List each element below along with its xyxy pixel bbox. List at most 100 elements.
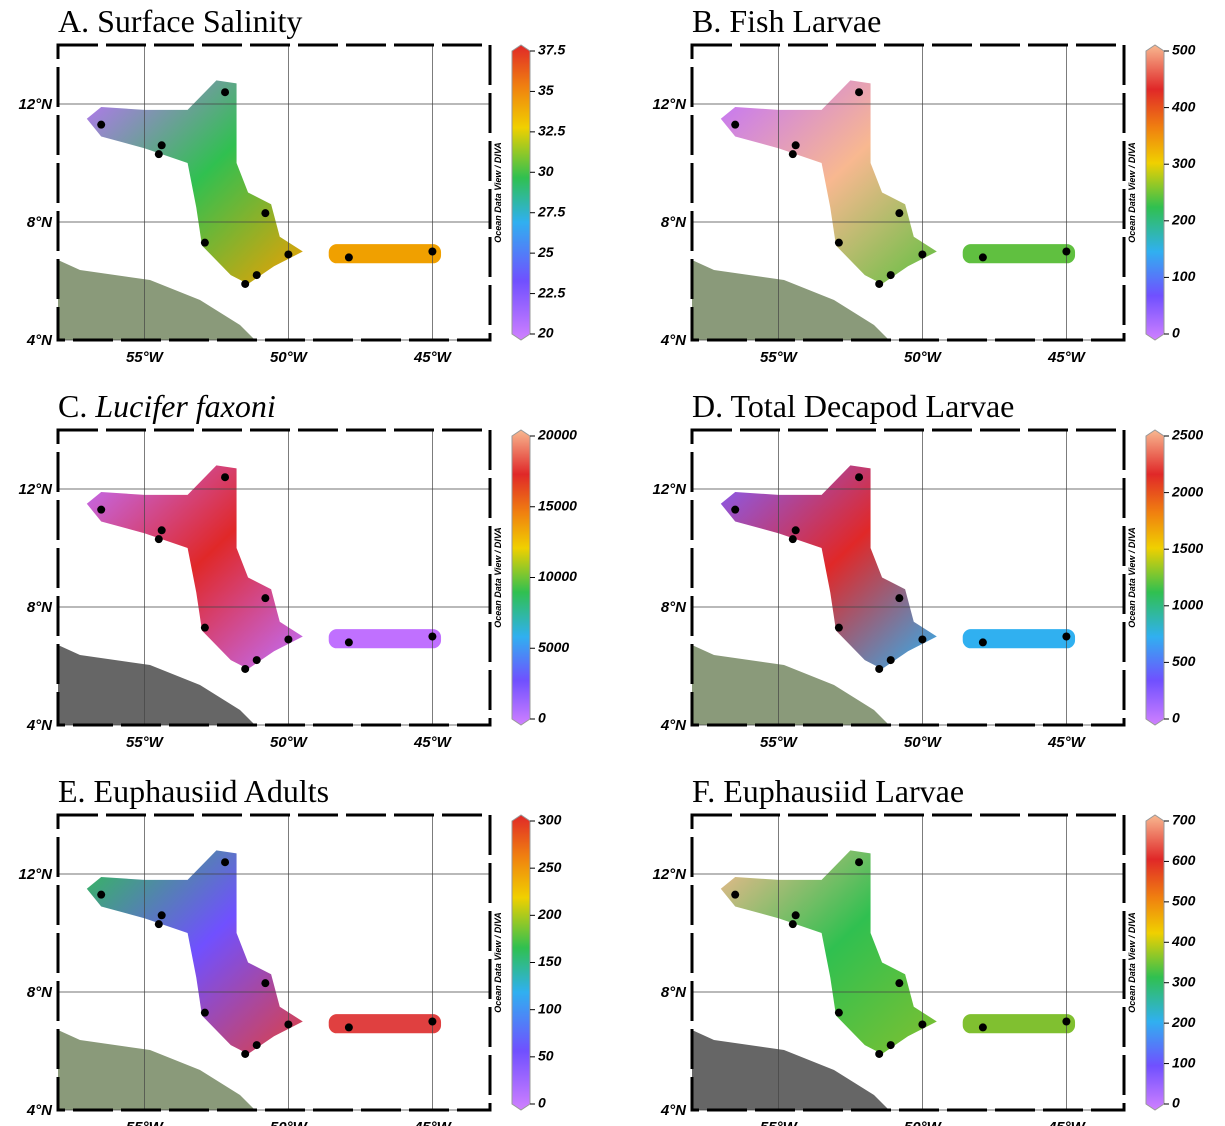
y-tick-label: 8°N	[661, 599, 687, 616]
station	[979, 638, 987, 646]
station	[221, 473, 229, 481]
y-tick-label: 12°N	[18, 866, 53, 883]
station	[253, 656, 261, 664]
y-tick-label: 8°N	[661, 984, 687, 1001]
y-tick-label: 4°N	[26, 1102, 53, 1119]
station	[895, 979, 903, 987]
field-east	[329, 629, 441, 648]
colorbar-label: 150	[538, 953, 562, 969]
field	[721, 80, 937, 284]
station	[1062, 1018, 1070, 1026]
title-prefix: C.	[58, 388, 95, 424]
land	[58, 645, 255, 725]
station	[428, 1018, 436, 1026]
station	[221, 88, 229, 96]
station	[261, 209, 269, 217]
station	[97, 121, 105, 129]
colorbar-label: 1000	[1172, 597, 1203, 613]
y-tick-label: 8°N	[27, 984, 53, 1001]
field-east	[329, 244, 441, 263]
colorbar-label: 400	[1171, 98, 1196, 114]
colorbar-label: 200	[1171, 212, 1196, 228]
station	[855, 858, 863, 866]
station	[887, 271, 895, 279]
station	[789, 535, 797, 543]
x-tick-label: 45°W	[1047, 349, 1087, 366]
colorbar	[1146, 430, 1164, 725]
station	[241, 665, 249, 673]
watermark: Ocean Data View / DIVA	[1127, 912, 1137, 1013]
watermark: Ocean Data View / DIVA	[493, 142, 503, 243]
station	[155, 920, 163, 928]
x-tick-label: 45°W	[413, 1119, 453, 1126]
x-tick-label: 55°W	[760, 1119, 799, 1126]
station	[284, 635, 292, 643]
colorbar-label: 0	[1172, 1095, 1180, 1111]
map-panel: D. Total Decapod Larvae55°W50°W45°W4°N8°…	[652, 388, 1203, 751]
station	[253, 271, 261, 279]
colorbar-label: 400	[1171, 933, 1196, 949]
watermark: Ocean Data View / DIVA	[1127, 142, 1137, 243]
station	[345, 1023, 353, 1031]
station	[284, 250, 292, 258]
station	[835, 1009, 843, 1017]
station	[97, 891, 105, 899]
field	[721, 850, 937, 1054]
station	[241, 280, 249, 288]
y-tick-label: 4°N	[26, 332, 53, 349]
station	[241, 1050, 249, 1058]
panel-title: C. Lucifer faxoni	[58, 388, 276, 424]
colorbar-label: 5000	[538, 639, 569, 655]
x-tick-label: 55°W	[760, 349, 799, 366]
panel-title: A. Surface Salinity	[58, 3, 302, 39]
station	[887, 656, 895, 664]
colorbar-label: 2500	[1171, 427, 1203, 443]
watermark: Ocean Data View / DIVA	[493, 527, 503, 628]
x-tick-label: 45°W	[1047, 1119, 1087, 1126]
x-tick-label: 50°W	[270, 734, 309, 751]
panel-title: F. Euphausiid Larvae	[692, 773, 964, 809]
station	[792, 911, 800, 919]
colorbar	[1146, 45, 1164, 340]
colorbar-label: 0	[1172, 710, 1180, 726]
land	[692, 645, 889, 725]
y-tick-label: 4°N	[660, 332, 687, 349]
y-tick-label: 12°N	[652, 96, 687, 113]
panel-title: E. Euphausiid Adults	[58, 773, 329, 809]
colorbar-label: 35	[538, 82, 554, 98]
x-tick-label: 50°W	[904, 349, 943, 366]
land	[692, 1030, 889, 1110]
colorbar-label: 100	[1172, 268, 1196, 284]
colorbar-label: 100	[1172, 1054, 1196, 1070]
y-tick-label: 4°N	[660, 1102, 687, 1119]
y-tick-label: 12°N	[652, 866, 687, 883]
station	[221, 858, 229, 866]
colorbar-label: 500	[1172, 653, 1196, 669]
station	[731, 891, 739, 899]
station	[792, 526, 800, 534]
land	[58, 260, 255, 340]
figure: A. Surface Salinity 55°W 50°W 45°W 4°N 8°N 12°…	[0, 0, 1225, 1126]
station	[284, 1020, 292, 1028]
station	[201, 239, 209, 247]
station	[1062, 248, 1070, 256]
station	[918, 635, 926, 643]
station	[855, 473, 863, 481]
panel-title: D. Total Decapod Larvae	[692, 388, 1014, 424]
colorbar-label: 37.5	[538, 42, 565, 58]
station	[895, 594, 903, 602]
station	[253, 1041, 261, 1049]
field-east	[329, 1014, 441, 1033]
field-east	[963, 629, 1075, 648]
station	[1062, 633, 1070, 641]
field	[87, 465, 303, 669]
y-tick-label: 12°N	[18, 96, 53, 113]
watermark: Ocean Data View / DIVA	[493, 912, 503, 1013]
colorbar-label: 600	[1172, 852, 1196, 868]
station	[158, 526, 166, 534]
station	[201, 624, 209, 632]
station	[345, 638, 353, 646]
colorbar-label: 500	[1172, 893, 1196, 909]
y-tick-label: 8°N	[661, 214, 687, 231]
colorbar-label: 0	[538, 710, 546, 726]
